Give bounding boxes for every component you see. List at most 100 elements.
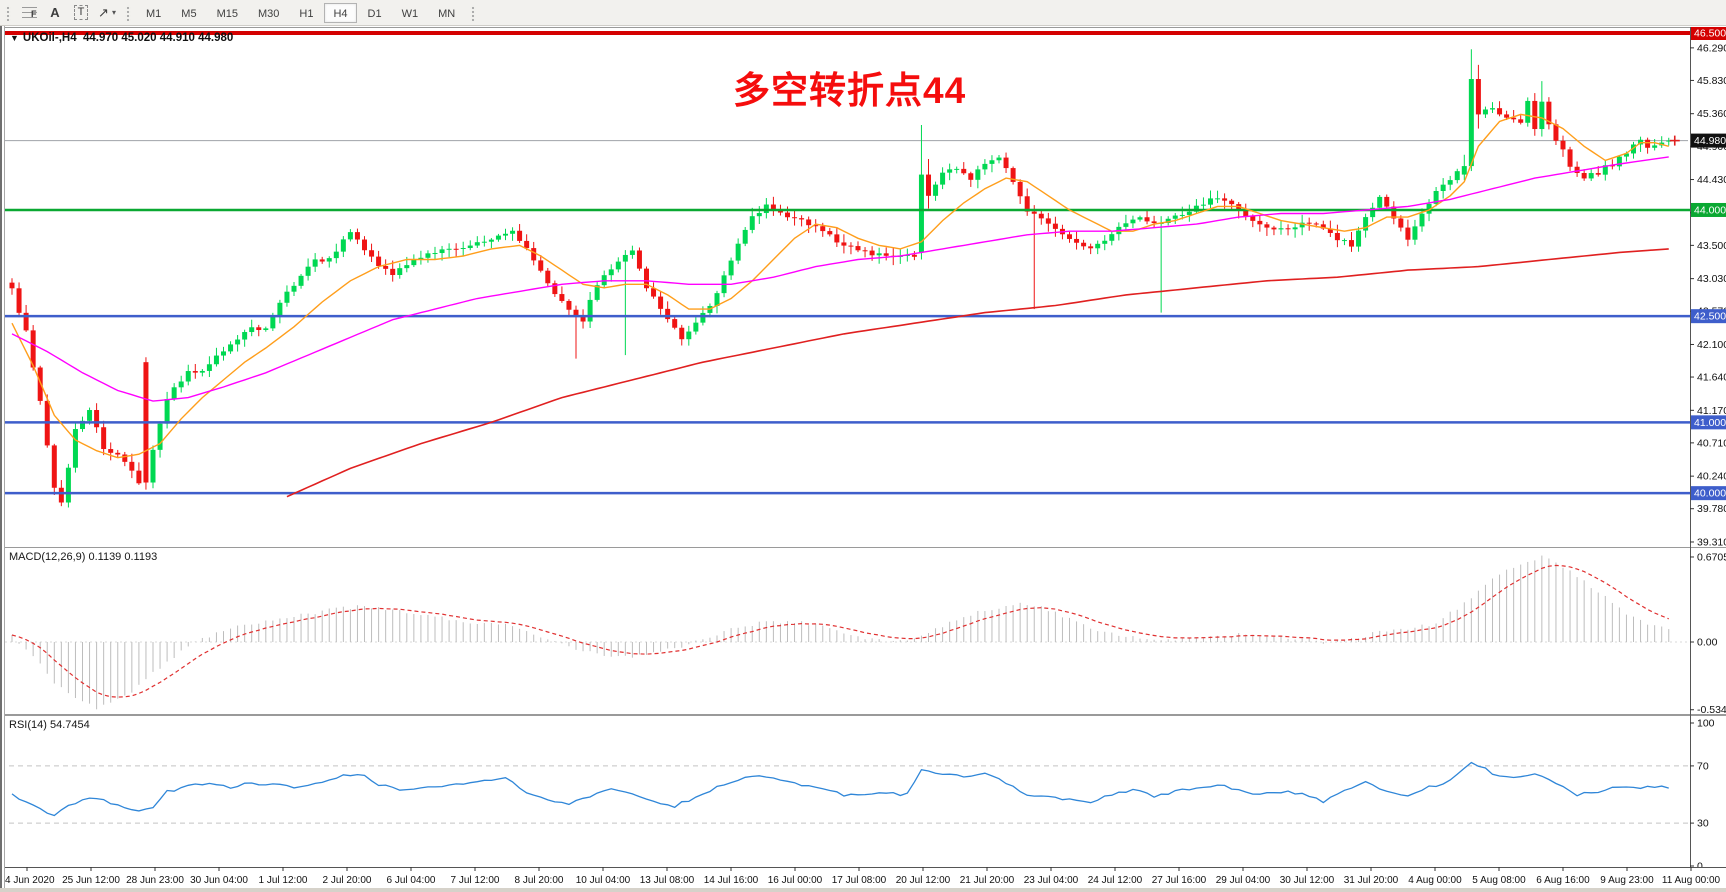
- text-tool-icon: A: [50, 5, 60, 20]
- window-left-border: [0, 26, 5, 888]
- time-tick-label: 30 Jul 12:00: [1280, 875, 1335, 886]
- price-tick-label: 39.310: [1697, 536, 1726, 547]
- price-tag-label: 44.000: [1694, 204, 1726, 216]
- time-tick-label: 29 Jul 04:00: [1216, 875, 1271, 886]
- price-tick-label: 45.830: [1697, 75, 1726, 87]
- timeframe-button-w1[interactable]: W1: [401, 7, 419, 20]
- price-tick-label: 43.500: [1697, 240, 1726, 252]
- line-studies-toolbar: F A T ↗ ▾: [16, 3, 120, 23]
- chart-title[interactable]: ▼ UKOil-,H4 44.970 45.020 44.910 44.980: [10, 32, 233, 44]
- timeframe-button-h4[interactable]: H4: [324, 2, 357, 23]
- time-tick-label: 5 Aug 08:00: [1472, 875, 1526, 886]
- timeframe-button-m30[interactable]: M30: [257, 7, 280, 20]
- timeframe-button-m1[interactable]: M1: [146, 7, 162, 20]
- rsi-axis-label: 100: [1697, 718, 1715, 730]
- price-axis[interactable]: 46.29045.83045.36044.90044.43043.96043.5…: [1690, 27, 1726, 547]
- price-tick-label: 40.710: [1697, 437, 1726, 449]
- time-tick-label: 30 Jun 04:00: [190, 875, 248, 886]
- rsi-axis-label: 30: [1697, 818, 1709, 830]
- macd-axis-label: 0.00: [1697, 637, 1718, 649]
- symbol-timeframe-label: UKOil-,H4: [22, 32, 77, 44]
- price-tag-46.500: [1691, 27, 1726, 40]
- dropdown-caret-icon[interactable]: ▾: [111, 8, 116, 17]
- macd-axis-label: -0.5342: [1697, 704, 1726, 715]
- price-tick-label: 40.240: [1697, 471, 1726, 483]
- toolbar-grip[interactable]: [5, 4, 11, 21]
- price-tick-label: 39.780: [1697, 503, 1726, 515]
- timeframe-button-h1[interactable]: H1: [299, 7, 314, 20]
- arrows-tool-icon: ↗: [98, 5, 109, 20]
- time-tick-label: 25 Jun 12:00: [62, 875, 120, 886]
- macd-axis-label: 0.6705: [1697, 551, 1726, 563]
- timeframe-button-m5[interactable]: M5: [181, 7, 197, 20]
- rsi-line: [11, 761, 1669, 817]
- timeframe-toolbar: M1 M5 M15 M30 H1 H4 D1 W1 MN: [136, 2, 465, 23]
- timeframe-button-m15[interactable]: M15: [216, 7, 238, 20]
- time-tick-label: 6 Aug 16:00: [1536, 875, 1590, 886]
- text-label-tool-button[interactable]: T: [69, 3, 93, 23]
- price-tag-label: 41.000: [1694, 417, 1726, 429]
- rsi-panel[interactable]: 100 70 30 0: [0, 715, 1726, 867]
- text-label-tool-icon: T: [73, 5, 89, 20]
- time-tick-label: 31 Jul 20:00: [1344, 875, 1399, 886]
- arrows-tool-button[interactable]: ↗ ▾: [95, 3, 119, 23]
- time-tick-label: 28 Jun 23:00: [126, 875, 184, 886]
- price-tag-label: 42.500: [1694, 311, 1726, 323]
- price-tick-label: 45.360: [1697, 108, 1726, 120]
- fibonacci-tool-button[interactable]: F: [17, 3, 41, 23]
- chevron-down-icon[interactable]: ▼: [10, 33, 19, 43]
- price-tag-44.980: [1691, 133, 1726, 148]
- fibonacci-tool-icon: F: [21, 6, 37, 19]
- time-tick-label: 9 Aug 23:00: [1600, 875, 1654, 886]
- toolbar-grip[interactable]: [470, 4, 477, 21]
- rsi-axis-label: 0: [1697, 861, 1703, 868]
- price-tag-label: 44.980: [1694, 135, 1726, 147]
- time-tick-label: 7 Jul 12:00: [451, 875, 500, 886]
- time-tick-label: 1 Jul 12:00: [259, 875, 308, 886]
- macd-indicator-label: MACD(12,26,9) 0.1139 0.1193: [9, 551, 158, 563]
- time-axis[interactable]: 24 Jun 2020 25 Jun 12:00 28 Jun 23:00 30 Ju…: [0, 867, 1726, 892]
- macd-panel[interactable]: 0.6705 0.00 -0.5342: [0, 547, 1726, 715]
- text-tool-button[interactable]: A: [43, 3, 67, 23]
- time-tick-label: 14 Jul 16:00: [704, 875, 759, 886]
- price-tag-41.000: [1691, 415, 1726, 430]
- toolbar: F A T ↗ ▾ M1 M5 M15 M30 H1 H4 D1 W1 MN: [0, 0, 1726, 26]
- price-tick-label: 46.290: [1697, 42, 1726, 54]
- time-tick-label: 8 Jul 20:00: [515, 875, 564, 886]
- timeframe-button-d1[interactable]: D1: [367, 7, 382, 20]
- chart-annotation-text[interactable]: 多空转折点44: [733, 70, 967, 111]
- time-tick-label: 27 Jul 16:00: [1152, 875, 1207, 886]
- ma-medium-magenta: [11, 156, 1669, 402]
- time-tick-label: 20 Jul 12:00: [896, 875, 951, 886]
- ma-slow-red: [286, 248, 1669, 498]
- rsi-axis-label: 70: [1697, 760, 1709, 772]
- main-price-chart[interactable]: 46.29045.83045.36044.90044.43043.96043.5…: [0, 27, 1726, 547]
- time-tick-label: 11 Aug 00:00: [1662, 875, 1721, 886]
- time-tick-label: 24 Jun 2020: [0, 875, 55, 886]
- time-tick-label: 10 Jul 04:00: [576, 875, 631, 886]
- time-tick-label: 4 Aug 00:00: [1408, 875, 1462, 886]
- time-tick-label: 24 Jul 12:00: [1088, 875, 1143, 886]
- candlesticks: [9, 49, 1672, 508]
- price-tag-label: 40.000: [1694, 488, 1726, 500]
- toolbar-grip[interactable]: [125, 4, 131, 21]
- price-tick-label: 43.030: [1697, 273, 1726, 285]
- window-bottom-border: [0, 888, 1726, 892]
- timeframe-button-mn[interactable]: MN: [438, 7, 456, 20]
- time-tick-label: 6 Jul 04:00: [387, 875, 436, 886]
- time-tick-label: 16 Jul 00:00: [768, 875, 823, 886]
- ma-fast-orange: [11, 113, 1669, 459]
- macd-signal-line: [11, 564, 1669, 698]
- time-tick-label: 17 Jul 08:00: [832, 875, 887, 886]
- time-tick-label: 23 Jul 04:00: [1024, 875, 1079, 886]
- time-tick-label: 13 Jul 08:00: [640, 875, 695, 886]
- price-tick-label: 42.100: [1697, 339, 1726, 351]
- price-tag-44.000: [1691, 202, 1726, 217]
- rsi-indicator-label: RSI(14) 54.7454: [9, 719, 90, 731]
- ohlc-values: 44.970 45.020 44.910 44.980: [82, 32, 234, 44]
- price-tick-label: 41.640: [1697, 372, 1726, 384]
- price-tick-label: 41.170: [1697, 405, 1726, 417]
- price-tag-42.500: [1691, 309, 1726, 324]
- price-tag-40.000: [1691, 486, 1726, 501]
- macd-histogram: [11, 555, 1670, 710]
